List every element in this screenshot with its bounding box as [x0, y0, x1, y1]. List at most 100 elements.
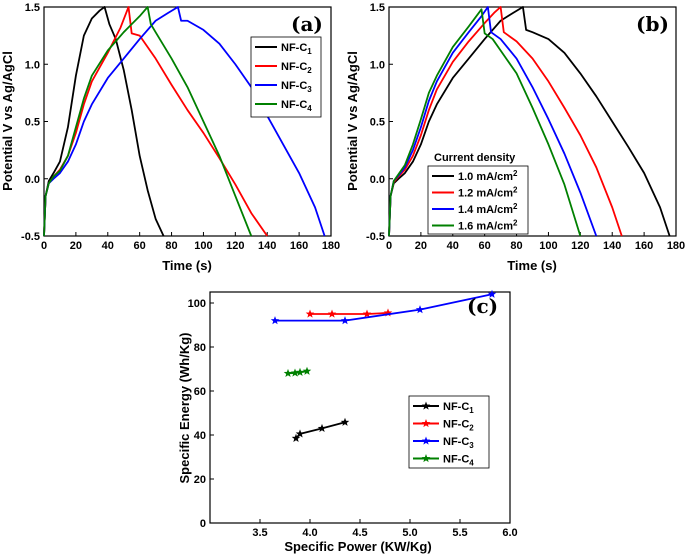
- data-point-c-4: [295, 367, 305, 376]
- legend-label-subscript: 2: [307, 66, 312, 75]
- legend-label-a-2: NF-C2: [281, 61, 312, 75]
- series-group-c: [270, 289, 497, 442]
- x-tick-label-b: 120: [571, 240, 589, 252]
- series-line-b-2: [388, 6, 623, 237]
- x-axis-label-c: Specific Power (KW/Kg): [284, 539, 431, 554]
- y-tick-label-a: -0.5: [21, 231, 40, 243]
- legend-label-superscript: 2: [513, 219, 518, 228]
- panel-c: 3.5 4.0 4.5 5.0 5.5 6.0 0 20 40 60 80 100 (c) Speci…: [177, 289, 518, 554]
- legend-label-text: NF-C: [281, 61, 307, 73]
- y-tick-label-b: 0.5: [370, 117, 385, 129]
- x-tick-label-a: 0: [41, 240, 47, 252]
- legend-label-a-4: NF-C4: [281, 99, 312, 113]
- x-tick-label-c: 5.5: [452, 527, 467, 539]
- legend-label-text: NF-C: [281, 99, 307, 111]
- x-tick-label-a: 80: [165, 240, 177, 252]
- series-line-c-3: [275, 293, 493, 322]
- legend-label-b-3: 1.4 mA/cm2: [458, 202, 518, 216]
- data-point-c-2: [305, 309, 315, 318]
- legend-label-b-2: 1.2 mA/cm2: [458, 186, 518, 200]
- legend-label-c-4: NF-C4: [443, 454, 474, 468]
- legend-label-superscript: 2: [513, 169, 518, 178]
- legend-label-text: 1.6 mA/cm: [458, 221, 513, 233]
- data-point-c-2: [383, 308, 393, 317]
- y-tick-label-b: 1.5: [370, 2, 385, 14]
- data-point-c-2: [327, 309, 337, 318]
- y-tick-label-a: 1.5: [25, 2, 40, 14]
- x-tick-label-c: 4.0: [302, 527, 317, 539]
- series-line-b-4: [388, 8, 582, 237]
- legend-label-subscript: 3: [469, 441, 474, 450]
- series-line-a-4: [43, 6, 253, 237]
- x-tick-label-b: 60: [479, 240, 491, 252]
- series-line-c-2: [310, 312, 389, 315]
- y-axis-label-c: Specific Energy (Wh/Kg): [177, 333, 192, 484]
- x-tick-label-b: 80: [510, 240, 522, 252]
- data-point-c-3: [487, 289, 497, 298]
- data-point-c-3: [340, 316, 350, 325]
- y-axis-label-a: Potential V vs Ag/AgCl: [0, 51, 15, 191]
- legend-label-subscript: 4: [307, 104, 312, 113]
- legend-label-c-1: NF-C1: [443, 401, 474, 415]
- x-tick-label-a: 140: [258, 240, 276, 252]
- data-point-c-1: [295, 429, 305, 438]
- x-tick-label-a: 160: [290, 240, 308, 252]
- x-tick-label-b: 100: [539, 240, 557, 252]
- x-tick-label-b: 0: [386, 240, 392, 252]
- x-axis-label-b: Time (s): [507, 258, 557, 273]
- x-tick-label-b: 40: [447, 240, 459, 252]
- legend-label-text: NF-C: [443, 454, 469, 466]
- series-line-a-1: [43, 6, 165, 237]
- data-point-c-3: [270, 316, 280, 325]
- legend-label-text: 1.0 mA/cm: [458, 171, 513, 183]
- legend-label-a-1: NF-C1: [281, 42, 312, 56]
- legend-label-text: NF-C: [281, 42, 307, 54]
- data-point-c-1: [291, 433, 301, 442]
- data-point-c-2: [362, 309, 372, 318]
- legend-label-b-1: 1.0 mA/cm2: [458, 169, 518, 183]
- legend-label-b-4: 1.6 mA/cm2: [458, 219, 518, 233]
- legend-title-b: Current density: [434, 152, 516, 164]
- series-line-b-1: [388, 6, 671, 237]
- legend-label-text: NF-C: [281, 80, 307, 92]
- data-point-c-4: [290, 368, 300, 377]
- axes-a: 0 20 40 60 80 100 120 140 160 180 -0.5 0.0 0.5 1.0 1.5: [21, 2, 340, 252]
- x-tick-label-a: 60: [134, 240, 146, 252]
- panel-label-c: (c): [467, 294, 498, 318]
- y-tick-label-c: 60: [194, 386, 206, 398]
- legend-marker-c-3: [421, 436, 431, 445]
- x-tick-label-c: 5.0: [402, 527, 417, 539]
- panel-a: 0 20 40 60 80 100 120 140 160 180 -0.5 0.0 0.5 1.0 1.5…: [0, 2, 340, 273]
- legend-label-subscript: 1: [469, 406, 474, 415]
- x-axis-label-a: Time (s): [162, 258, 212, 273]
- x-tick-label-a: 120: [226, 240, 244, 252]
- panel-b: 0 20 40 60 80 100 120 140 160 180 -0.5 0.0 0.5 1.0 1.5…: [345, 2, 685, 273]
- legend-label-text: NF-C: [443, 401, 469, 413]
- data-point-c-4: [283, 368, 293, 378]
- y-tick-label-b: 1.0: [370, 59, 385, 71]
- legend-label-c-3: NF-C3: [443, 436, 474, 450]
- axes-b: 0 20 40 60 80 100 120 140 160 180 -0.5 0.0 0.5 1.0 1.5: [366, 2, 685, 252]
- y-tick-label-c: 20: [194, 474, 206, 486]
- x-tick-label-c: 3.5: [252, 527, 267, 539]
- x-tick-label-a: 40: [102, 240, 114, 252]
- x-tick-label-a: 20: [70, 240, 82, 252]
- x-tick-label-c: 4.5: [352, 527, 367, 539]
- data-point-c-3: [415, 305, 425, 314]
- panel-label-b: (b): [636, 12, 669, 36]
- legend-label-subscript: 2: [469, 424, 474, 433]
- legend-label-text: NF-C: [443, 436, 469, 448]
- y-tick-label-c: 0: [200, 518, 206, 530]
- data-point-c-1: [317, 423, 327, 433]
- x-tick-label-b: 20: [415, 240, 427, 252]
- legend-marker-c-2: [421, 419, 431, 428]
- legend-label-subscript: 4: [469, 459, 474, 468]
- legend-label-subscript: 3: [307, 85, 312, 94]
- x-tick-label-b: 140: [603, 240, 621, 252]
